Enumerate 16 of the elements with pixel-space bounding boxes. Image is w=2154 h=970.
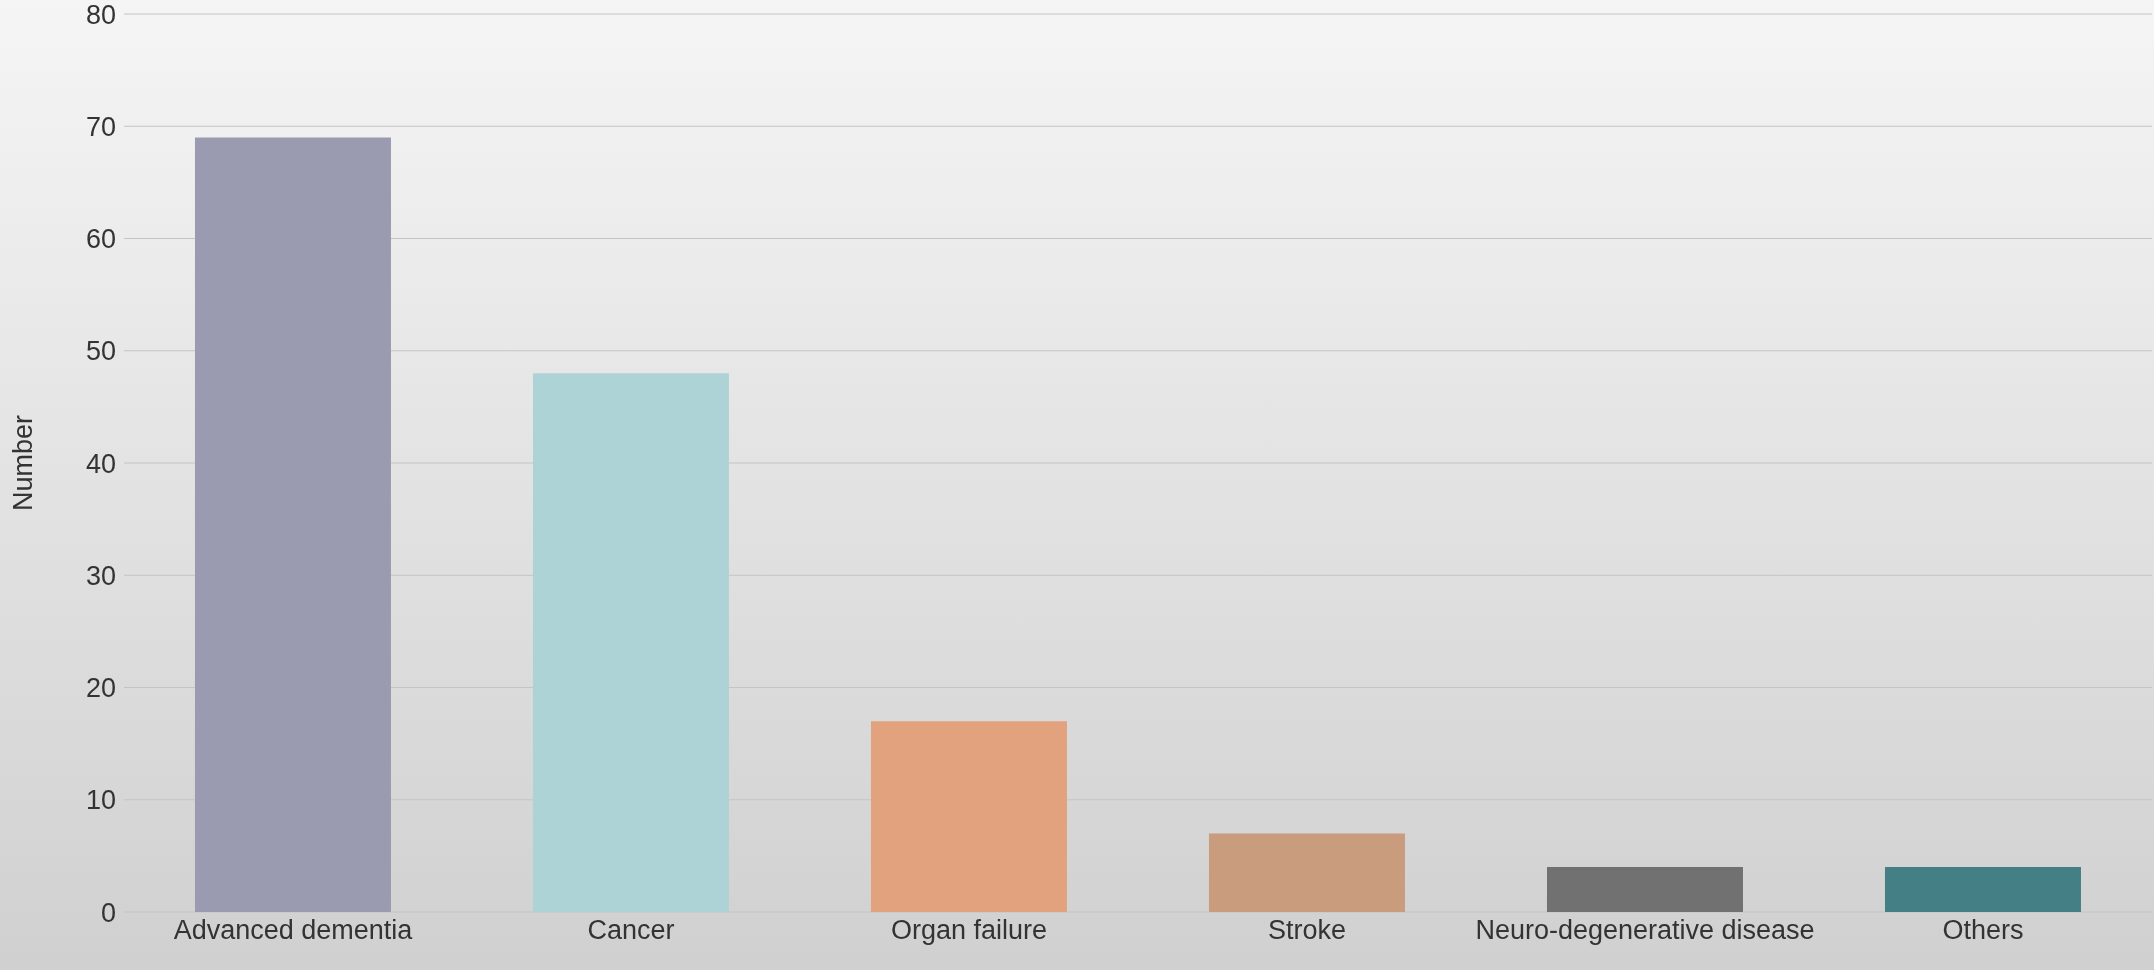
y-tick-label: 30 xyxy=(85,560,116,591)
x-tick-label: Cancer xyxy=(587,915,675,946)
x-tick-label: Organ failure xyxy=(890,915,1048,946)
y-tick-label: 40 xyxy=(85,448,116,479)
y-tick-label: 80 xyxy=(85,0,116,30)
y-tick-label: 20 xyxy=(85,673,116,704)
y-tick-label: 10 xyxy=(85,785,116,816)
y-axis-title: Number xyxy=(7,414,38,512)
x-tick-label: Neuro-degenerative disease xyxy=(1475,915,1815,946)
y-tick-label: 70 xyxy=(85,111,116,142)
y-tick-label: 50 xyxy=(85,336,116,367)
y-tick-label: 60 xyxy=(85,224,116,255)
x-tick-label: Stroke xyxy=(1267,915,1347,946)
y-tick-label: 0 xyxy=(100,897,116,928)
x-tick-label: Others xyxy=(1942,915,2024,946)
x-tick-label: Advanced dementia xyxy=(173,915,414,946)
